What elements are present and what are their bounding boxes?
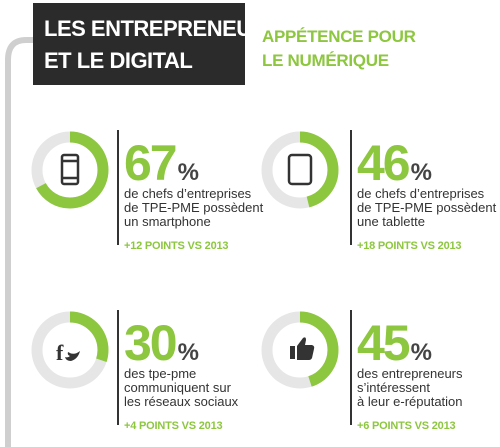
title-line: LES ENTREPRENEURS (44, 16, 281, 41)
stat-description: s’intéressent (357, 380, 430, 395)
icon-thumb (290, 337, 315, 360)
title-line: ET LE DIGITAL (44, 48, 192, 73)
stat-change: +6 POINTS VS 2013 (357, 420, 455, 432)
icon-tablet (287, 153, 313, 186)
decor-line (5, 37, 36, 447)
stat-unit: % (411, 339, 432, 366)
stat-value: 30 (124, 315, 176, 371)
stat-value: 46 (357, 135, 409, 191)
stat-description: de TPE-PME possèdent (357, 200, 497, 215)
icon-social: f (56, 340, 80, 365)
icon-smartphone (60, 153, 80, 186)
ring-value (31, 311, 109, 389)
stat-change: +18 POINTS VS 2013 (357, 240, 461, 252)
stat-unit: % (178, 339, 199, 366)
stat-unit: % (411, 159, 432, 186)
stat-change: +12 POINTS VS 2013 (124, 240, 228, 252)
header-box (33, 3, 245, 85)
stat-description: de chefs d’entreprises (357, 186, 485, 201)
stat-description: communiquent sur (124, 380, 232, 395)
ring-value (261, 131, 339, 209)
ring-center (274, 144, 326, 196)
stat-description: à leur e-réputation (357, 394, 463, 409)
stat-description: les réseaux sociaux (124, 394, 239, 409)
stat-description: une tablette (357, 214, 425, 229)
stat-change: +4 POINTS VS 2013 (124, 420, 222, 432)
stat-description: des entrepreneurs (357, 366, 463, 381)
stat-value: 67 (124, 135, 176, 191)
ring-center (44, 324, 96, 376)
svg-text:f: f (56, 340, 64, 365)
stat-unit: % (178, 159, 199, 186)
stat-description: de TPE-PME possèdent (124, 200, 264, 215)
ring-value (31, 131, 109, 209)
subtitle-line: LE NUMÉRIQUE (262, 51, 389, 70)
stat-description: des tpe-pme (124, 366, 196, 381)
stat-value: 45 (357, 315, 410, 371)
stat-description: un smartphone (124, 214, 211, 229)
ring-value (261, 311, 339, 389)
stat-description: de chefs d’entreprises (124, 186, 252, 201)
ring-center (44, 144, 96, 196)
subtitle-line: APPÉTENCE POUR (262, 27, 416, 46)
